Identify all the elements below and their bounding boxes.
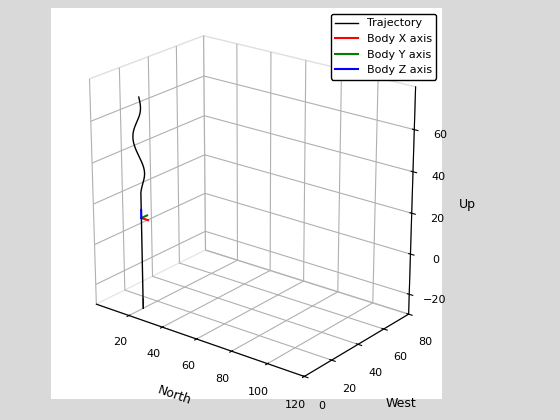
X-axis label: North: North	[156, 383, 193, 407]
Legend: Trajectory, Body X axis, Body Y axis, Body Z axis: Trajectory, Body X axis, Body Y axis, Bo…	[331, 14, 436, 79]
Y-axis label: West: West	[386, 397, 417, 410]
